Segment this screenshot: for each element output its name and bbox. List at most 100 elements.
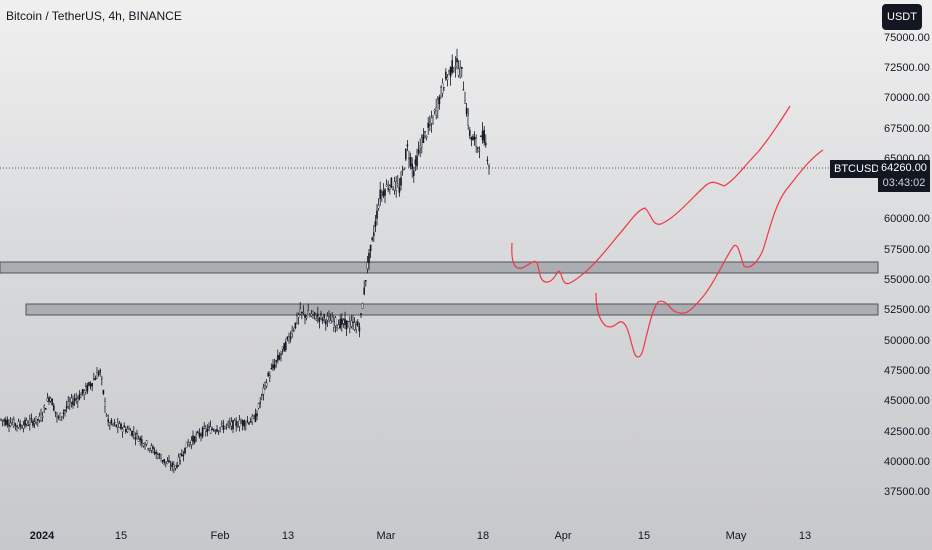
candle-body: [40, 414, 42, 421]
candle-body: [105, 414, 108, 417]
candle-body: [108, 422, 111, 426]
candle-body: [435, 107, 438, 116]
candle-body: [145, 440, 148, 445]
candle-body: [289, 336, 292, 340]
price-label: 37500.00: [884, 486, 930, 498]
candle-body: [382, 191, 385, 197]
resistance-zone-upper[interactable]: [0, 261, 879, 274]
candle-body: [358, 326, 361, 332]
candle-body: [307, 310, 310, 316]
candle-body: [443, 87, 446, 91]
time-label: Feb: [210, 530, 230, 542]
candle-body: [318, 317, 321, 322]
candle-body: [409, 157, 412, 167]
candle-body: [37, 419, 39, 421]
candle-body: [363, 287, 366, 295]
candle-body: [297, 314, 300, 318]
candle-body: [368, 252, 370, 264]
candle-body: [341, 318, 343, 326]
candle-body: [140, 439, 143, 444]
candle-body: [232, 420, 234, 430]
candle-body: [379, 189, 382, 200]
candle-body: [446, 77, 449, 80]
candle-body: [365, 280, 367, 282]
candle-body: [174, 465, 177, 469]
candle-body: [374, 221, 377, 227]
candle-body: [272, 364, 274, 369]
candle-body: [196, 431, 199, 433]
candle-body: [369, 244, 372, 252]
candle-body: [345, 320, 348, 330]
candle-body: [424, 131, 426, 133]
time-label: 15: [114, 530, 128, 542]
candle-body: [254, 413, 257, 422]
candle-body: [129, 430, 132, 436]
candle-body: [331, 316, 334, 323]
candle-body: [249, 421, 252, 423]
candle-body: [270, 368, 273, 370]
candle-body: [14, 423, 17, 426]
candle-body: [217, 430, 220, 432]
candle-body: [377, 205, 380, 209]
candle-body: [200, 434, 202, 436]
candle-body: [323, 314, 326, 318]
candle-body: [160, 458, 162, 462]
candle-body: [177, 456, 180, 466]
candle-body: [246, 420, 249, 422]
candle-body: [425, 136, 428, 139]
candle-body: [187, 442, 190, 446]
candle-body: [53, 405, 55, 411]
candle-body: [408, 157, 410, 160]
candle-body: [32, 420, 34, 426]
candle-body: [225, 424, 228, 426]
candle-body: [485, 142, 487, 146]
candle-body: [454, 65, 457, 68]
candle-body: [72, 401, 74, 406]
candle-body: [11, 422, 14, 424]
candle-body: [195, 434, 198, 438]
candle-body: [488, 165, 490, 168]
candle-body: [244, 423, 247, 426]
candle-body: [216, 429, 218, 432]
candle-body: [107, 419, 109, 423]
price-label: 75000.00: [884, 32, 930, 44]
candle-body: [99, 369, 101, 373]
candlestick-series: [0, 48, 490, 474]
candle-body: [405, 148, 407, 160]
candle-body: [227, 422, 230, 425]
candle-body: [288, 336, 290, 341]
candle-body: [30, 418, 33, 420]
candle-body: [296, 315, 298, 324]
candle-body: [75, 398, 77, 400]
symbol-tag: BTCUSDT: [830, 160, 890, 178]
support-zone-lower[interactable]: [25, 303, 879, 316]
bar-countdown: 03:43:02: [882, 177, 926, 189]
candle-body: [360, 313, 362, 315]
candle-body: [89, 383, 92, 387]
candle-body: [17, 421, 20, 428]
candle-body: [134, 437, 137, 440]
candle-body: [241, 420, 244, 426]
candle-body: [142, 443, 145, 446]
candle-body: [168, 460, 170, 462]
candle-body: [422, 134, 425, 144]
candle-body: [126, 429, 129, 432]
candle-body: [273, 364, 276, 369]
time-label: Mar: [376, 530, 396, 542]
candle-body: [477, 147, 479, 149]
projection-path-lower: [595, 149, 824, 358]
candle-body: [456, 58, 458, 63]
candle-body: [132, 431, 135, 435]
candle-body: [473, 137, 476, 140]
candle-body: [19, 424, 22, 427]
candle-body: [206, 429, 209, 432]
candle-body: [313, 312, 316, 316]
candle-body: [70, 397, 73, 403]
candle-body: [235, 421, 238, 427]
candle-body: [259, 402, 262, 404]
currency-button[interactable]: USDT: [882, 4, 922, 30]
candle-body: [342, 319, 345, 324]
candle-body: [73, 398, 76, 402]
candle-body: [414, 159, 417, 165]
